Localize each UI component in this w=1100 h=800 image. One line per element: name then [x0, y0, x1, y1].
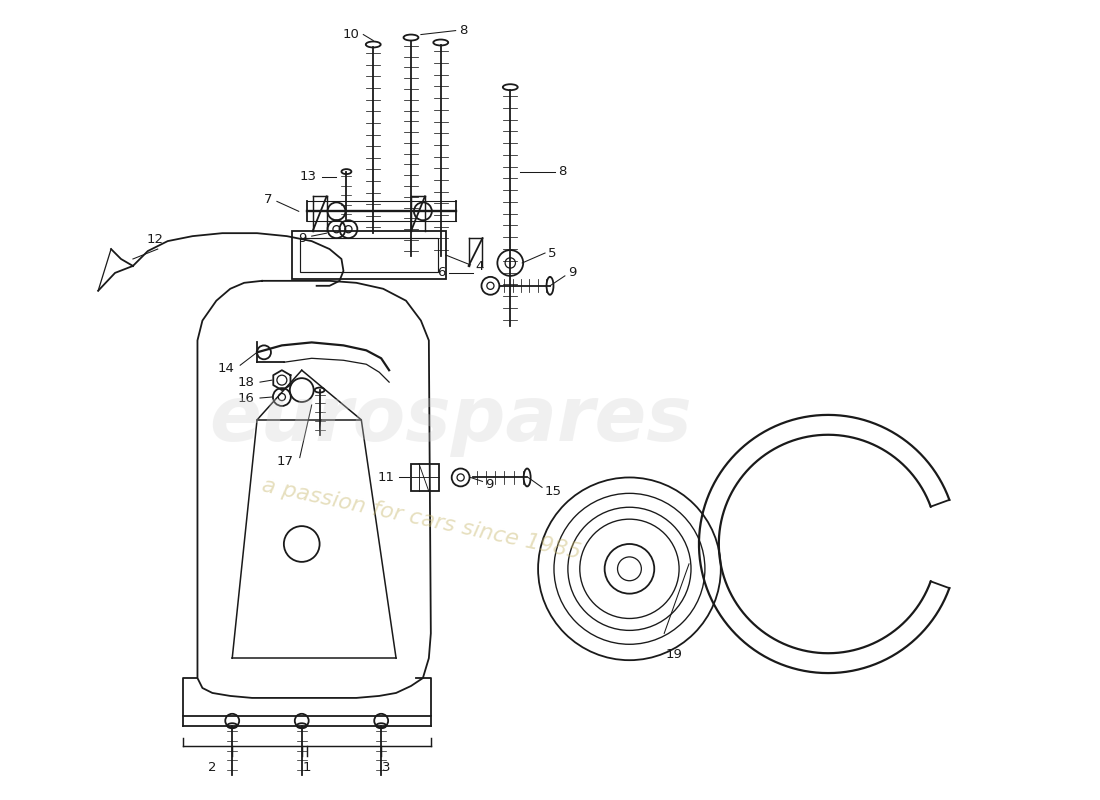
Text: 15: 15 — [544, 485, 562, 498]
Bar — [411, 463, 439, 491]
Text: 13: 13 — [299, 170, 317, 183]
Text: a passion for cars since 1985: a passion for cars since 1985 — [260, 475, 582, 563]
Text: 3: 3 — [382, 761, 390, 774]
Text: 1: 1 — [302, 761, 311, 774]
Text: 17: 17 — [277, 455, 294, 468]
Text: 12: 12 — [146, 233, 163, 246]
Text: 19: 19 — [666, 648, 683, 662]
Text: 4: 4 — [475, 261, 484, 274]
Text: 10: 10 — [342, 28, 360, 41]
Text: 9: 9 — [568, 266, 576, 279]
Text: 18: 18 — [238, 376, 254, 389]
Text: 8: 8 — [558, 165, 566, 178]
Text: 14: 14 — [218, 362, 234, 374]
Text: 2: 2 — [208, 761, 217, 774]
Text: 7: 7 — [263, 193, 272, 206]
Text: 5: 5 — [548, 246, 557, 259]
Text: 6: 6 — [438, 266, 446, 279]
Text: 16: 16 — [238, 391, 254, 405]
Text: eurospares: eurospares — [209, 383, 692, 457]
Text: 9: 9 — [485, 478, 494, 491]
Text: 9: 9 — [298, 232, 307, 245]
Text: 8: 8 — [459, 24, 468, 37]
Bar — [299, 238, 438, 272]
Bar — [292, 231, 446, 279]
Text: 11: 11 — [377, 471, 394, 484]
